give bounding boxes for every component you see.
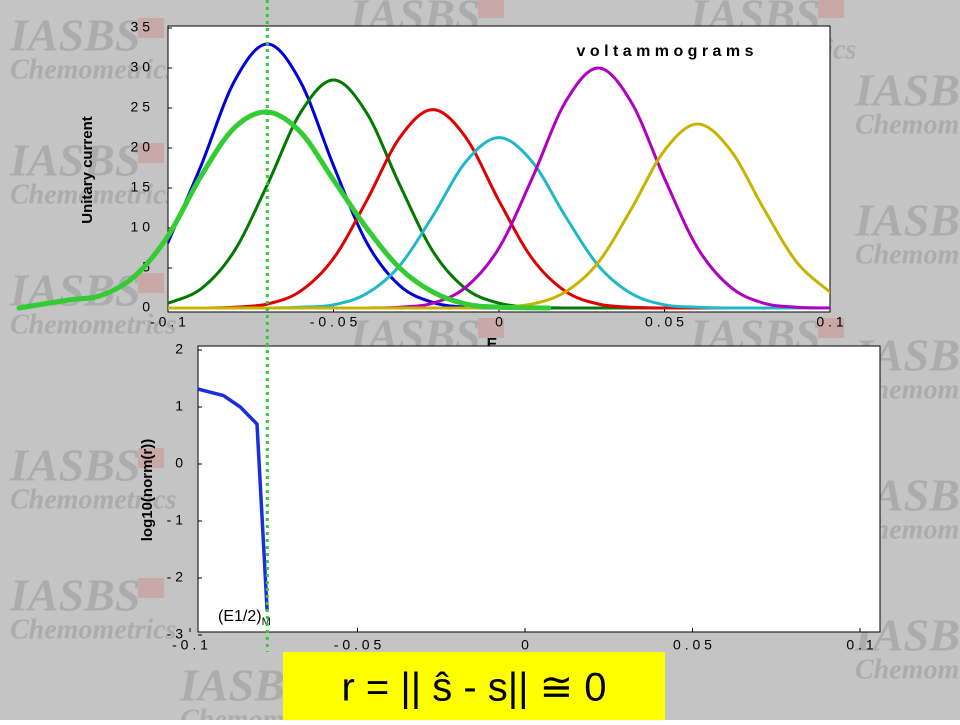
watermark-sub: Chemometrics (10, 179, 177, 210)
y-tick-label: 3 5 (131, 19, 151, 35)
y-tick-label: - 1 (167, 512, 184, 528)
annotation-sub: M (262, 616, 271, 628)
annotation: v o l t a m m o g r a m s (577, 43, 754, 60)
annotation-text: v o l t a m m o g r a m s (577, 43, 754, 60)
x-tick-label: 0 . 0 5 (645, 314, 684, 330)
watermark-flag (818, 318, 844, 338)
x-tick-label: - 0 . 1 (150, 314, 186, 330)
series-line (198, 387, 269, 612)
y-tick-label: - 2 (167, 569, 184, 585)
annotation-text: (E1/2) (218, 608, 262, 625)
x-tick-label: 0 (521, 637, 529, 653)
watermark-sub: Chemometrics (855, 654, 960, 685)
watermark-name: IASBS (854, 195, 960, 246)
y-tick-label: 1 (175, 398, 183, 414)
watermark-sub: Chemometrics (10, 614, 177, 645)
watermark-flag (818, 0, 844, 18)
watermark-flag (138, 143, 164, 163)
y-tick-label: 2 (175, 341, 183, 357)
annotation: (E1/2)M (218, 608, 271, 628)
x-tick-label: - 0 . 0 5 (334, 637, 382, 653)
formula-box (283, 652, 665, 720)
watermark-flag (478, 0, 504, 18)
watermark-flag (478, 318, 504, 338)
y-tick-label: 0 (142, 299, 150, 315)
watermark-sub: Chemometrics (10, 54, 177, 85)
watermark-name: IASBS (9, 440, 140, 491)
watermark-name: IASBS (9, 10, 140, 61)
watermark-name: IASBS (9, 570, 140, 621)
watermark-flag (138, 18, 164, 38)
y-tick-label: 2 5 (131, 99, 151, 115)
y-tick-label: - 3 (167, 626, 184, 642)
watermark-sub: Chemometrics (10, 309, 177, 340)
watermark-name: IASBS (854, 65, 960, 116)
x-tick-label: - 0 . 1 (172, 637, 208, 653)
x-tick-label: 0 . 1 (816, 314, 843, 330)
y-tick-label: 0 (175, 455, 183, 471)
x-tick-label: - 0 . 0 5 (310, 314, 358, 330)
watermark-sub: Chemometrics (855, 239, 960, 270)
x-axis-label: E (487, 336, 498, 353)
y-tick-label: 2 0 (131, 139, 151, 155)
y-axis-label: log10(norm(r)) (139, 439, 156, 542)
watermark-sub: Chemometrics (855, 109, 960, 140)
x-tick-label: 0 . 0 5 (673, 637, 712, 653)
y-tick-label: 3 0 (131, 59, 151, 75)
formula: r = || ŝ - s|| ≅ 0 (341, 666, 606, 710)
x-tick-label: 0 (495, 314, 503, 330)
watermark-flag (138, 448, 164, 468)
plot-area (197, 345, 881, 633)
y-axis-label: Unitary current (79, 116, 96, 224)
y-tick-label: 1 5 (131, 179, 151, 195)
x-tick-label: 0 . 1 (846, 637, 873, 653)
watermark-sub: Chemometrics (10, 484, 177, 515)
plot-area (167, 25, 831, 313)
y-tick-label: 1 0 (131, 219, 151, 235)
watermark-flag (138, 578, 164, 598)
watermark-flag (138, 273, 164, 293)
series-line (16, 109, 552, 311)
watermark-name: IASBS (9, 135, 140, 186)
